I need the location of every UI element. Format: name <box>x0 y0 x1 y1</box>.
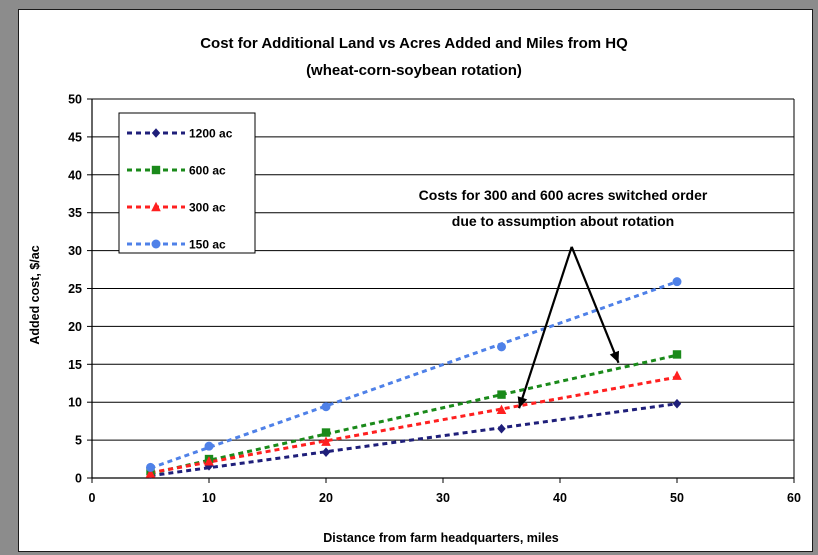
y-tick-label: 0 <box>75 472 82 486</box>
x-tick-label: 40 <box>553 491 567 505</box>
annotation-arrow-head <box>517 396 528 409</box>
annotation-text-line: Costs for 300 and 600 acres switched ord… <box>419 187 708 203</box>
legend-box <box>118 112 256 254</box>
trendline-1200-ac <box>150 402 678 478</box>
annotation-arrow-shaft <box>518 246 573 409</box>
chart-title: Cost for Additional Land vs Acres Added … <box>200 35 628 52</box>
legend-label-300-ac: 300 ac <box>189 201 226 215</box>
y-tick-label: 15 <box>68 358 82 372</box>
y-tick-label: 45 <box>68 130 82 144</box>
point-300-ac <box>145 468 156 478</box>
legend-label-600-ac: 600 ac <box>189 164 226 178</box>
point-1200-ac <box>321 447 331 458</box>
trendline-150-ac <box>149 280 678 470</box>
axes: 0 5 10 15 20 25 30 35 40 45 50 0 10 20 30 40 50 60 <box>68 93 801 506</box>
y-tick-label: 10 <box>68 396 82 410</box>
legend-label-150-ac: 150 ac <box>189 238 226 252</box>
data-markers <box>145 277 682 480</box>
x-tick-label: 0 <box>89 491 96 505</box>
point-150-ac <box>146 462 155 472</box>
y-tick-label: 5 <box>75 434 82 448</box>
point-300-ac <box>321 436 331 446</box>
chart-subtitle: (wheat-corn-soybean rotation) <box>306 62 522 79</box>
legend-marker-300-ac <box>151 201 161 212</box>
point-150-ac <box>204 441 214 451</box>
annotation: Costs for 300 and 600 acres switched ord… <box>419 187 708 409</box>
y-tick-label: 25 <box>68 282 82 296</box>
point-600-ac <box>497 390 506 399</box>
y-tick-label: 35 <box>68 206 82 220</box>
point-600-ac <box>672 350 682 359</box>
y-tick-label: 30 <box>68 244 82 258</box>
legend-marker-600-ac <box>151 165 161 175</box>
y-axis-title: Added cost, $/ac <box>28 245 42 344</box>
legend: 1200 ac 600 ac 300 ac 150 ac <box>118 112 256 254</box>
chart-svg: Cost for Additional Land vs Acres Added … <box>28 35 801 545</box>
point-1200-ac <box>204 461 214 471</box>
legend-marker-1200-ac <box>151 128 161 138</box>
y-tick-label: 20 <box>68 320 82 334</box>
x-tick-label: 20 <box>319 491 333 505</box>
x-tick-label: 30 <box>436 491 450 505</box>
point-600-ac <box>321 428 331 437</box>
legend-label-1200-ac: 1200 ac <box>189 127 233 141</box>
point-300-ac <box>496 404 507 414</box>
annotation-arrow-head <box>609 350 620 363</box>
x-tick-label: 10 <box>202 491 216 505</box>
legend-marker-150-ac <box>151 239 161 249</box>
point-1200-ac <box>672 398 682 409</box>
annotation-text-line: due to assumption about rotation <box>452 213 674 229</box>
trendlines <box>149 280 678 478</box>
y-tick-label: 40 <box>68 168 82 182</box>
y-tick-label: 50 <box>68 93 82 107</box>
point-150-ac <box>321 402 331 412</box>
trendline-300-ac <box>150 375 678 475</box>
point-300-ac <box>204 456 214 466</box>
x-tick-label: 60 <box>787 491 801 505</box>
chart-area: Cost for Additional Land vs Acres Added … <box>18 9 813 552</box>
point-1200-ac <box>497 423 506 434</box>
point-150-ac <box>672 277 682 287</box>
x-axis-title: Distance from farm headquarters, miles <box>323 531 559 545</box>
x-tick-label: 50 <box>670 491 684 505</box>
point-150-ac <box>497 342 506 352</box>
annotation-arrow-shaft <box>570 246 620 364</box>
point-300-ac <box>672 370 682 380</box>
